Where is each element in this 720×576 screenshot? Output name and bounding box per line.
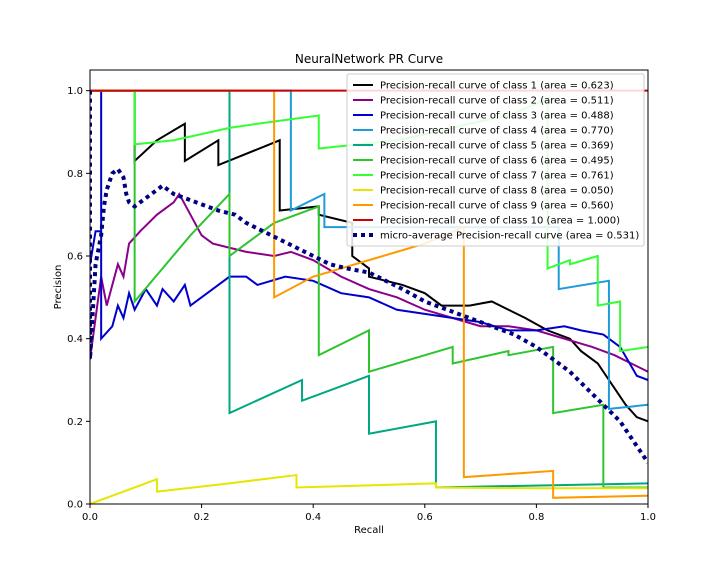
x-axis: 0.0 0.2 0.4 0.6 0.8 1.0 <box>82 504 656 523</box>
legend: Precision-recall curve of class 1 (area … <box>346 73 645 247</box>
legend-label-9: Precision-recall curve of class 9 (area … <box>380 201 614 212</box>
y-tick-label: 0.8 <box>67 169 83 180</box>
x-tick-label: 1.0 <box>640 512 656 523</box>
x-tick-label: 0.6 <box>417 512 433 523</box>
legend-label-8: Precision-recall curve of class 8 (area … <box>380 186 614 197</box>
legend-label-11: micro-average Precision-recall curve (ar… <box>380 231 639 242</box>
legend-label-1: Precision-recall curve of class 1 (area … <box>380 81 614 92</box>
series-line-1 <box>90 89 648 423</box>
plot-frame <box>89 69 649 505</box>
y-axis: 0.0 0.2 0.4 0.6 0.8 1.0 <box>67 86 90 511</box>
legend-label-4: Precision-recall curve of class 4 (area … <box>380 126 614 137</box>
series-line-11 <box>90 90 648 464</box>
series-line-3 <box>90 90 648 381</box>
legend-label-2: Precision-recall curve of class 2 (area … <box>380 96 614 107</box>
series-line-9 <box>90 89 648 499</box>
y-tick-label: 0.2 <box>67 417 83 428</box>
x-tick-label: 0.4 <box>305 512 321 523</box>
legend-label-7: Precision-recall curve of class 7 (area … <box>380 171 614 182</box>
y-axis-label: Precision <box>53 265 64 310</box>
x-axis-label: Recall <box>354 525 384 536</box>
legend-label-10: Precision-recall curve of class 10 (area… <box>380 216 620 227</box>
series-line-6 <box>90 89 648 489</box>
legend-label-3: Precision-recall curve of class 3 (area … <box>380 111 614 122</box>
legend-box <box>346 73 645 247</box>
series-line-8 <box>90 473 648 504</box>
x-tick-label: 0.2 <box>194 512 210 523</box>
x-tick-label: 0.8 <box>528 512 544 523</box>
legend-label-5: Precision-recall curve of class 5 (area … <box>380 141 614 152</box>
chart-title: NeuralNetwork PR Curve <box>295 52 443 66</box>
legend-label-6: Precision-recall curve of class 6 (area … <box>380 156 614 167</box>
x-tick-label: 0.0 <box>82 512 98 523</box>
y-tick-label: 0.4 <box>67 334 83 345</box>
y-tick-label: 0.0 <box>67 500 83 511</box>
y-tick-label: 0.6 <box>67 252 83 263</box>
y-tick-label: 1.0 <box>67 86 83 97</box>
